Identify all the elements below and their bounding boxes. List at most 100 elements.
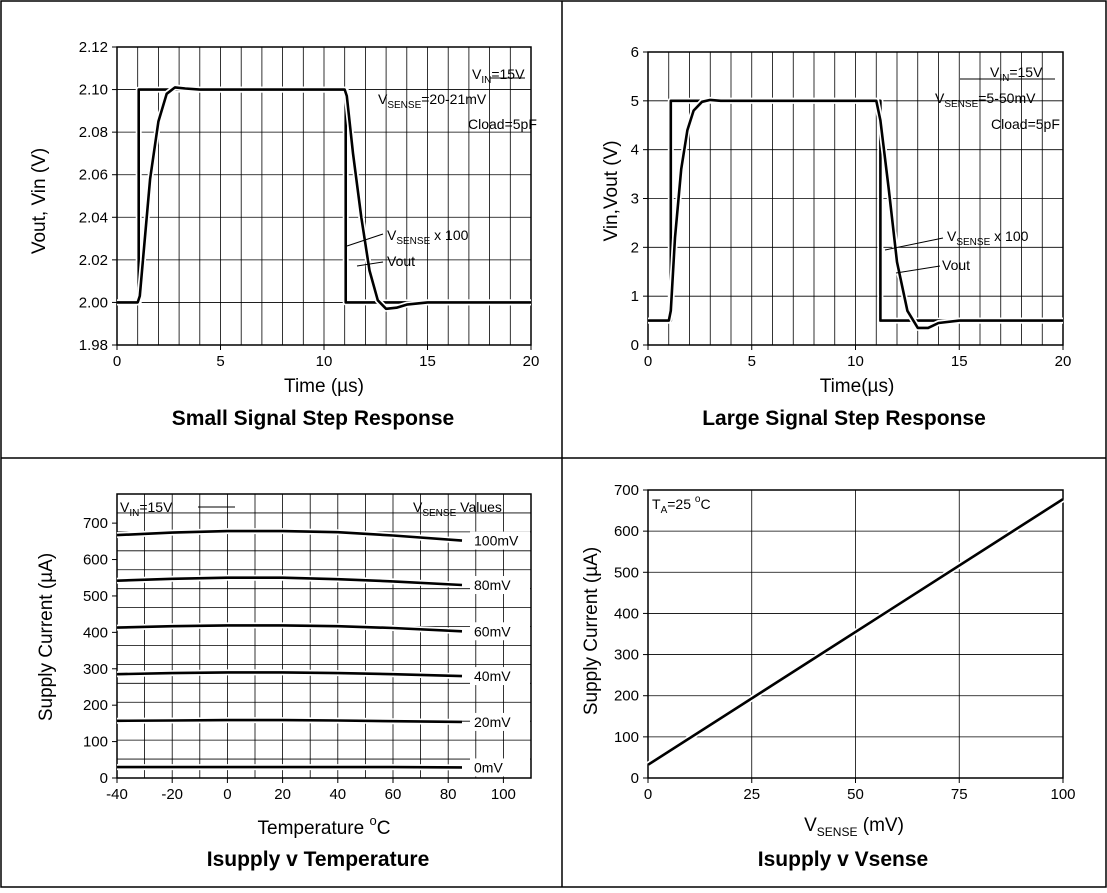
x-tick-label: -20 [161, 786, 183, 803]
y-tick-label: 2.04 [79, 209, 108, 226]
y-tick-label: 400 [614, 605, 639, 622]
annotation-scale: VSENSE x 100 [885, 228, 1029, 250]
vin-rest: =15V [1009, 64, 1043, 80]
vsense-rest: =20-21mV [421, 91, 487, 107]
y-tick-label: 6 [631, 44, 639, 61]
y-tick-label: 100 [614, 729, 639, 746]
scale-rest: x 100 [990, 228, 1028, 244]
series-label: 60mV [474, 623, 511, 639]
y-tick-label: 3 [631, 191, 639, 208]
x-tick-label: 15 [419, 353, 436, 370]
annotation-legend: VSENSE Values [413, 499, 502, 519]
chart-grid [117, 494, 531, 778]
x-tick-label: 0 [113, 353, 121, 370]
svg-text:VIN=15V: VIN=15V [990, 64, 1043, 84]
y-tick-label: 0 [631, 337, 639, 354]
series-label: 0mV [474, 759, 503, 775]
x-label-sup: o [369, 813, 376, 828]
y-axis-label: Supply Current (µA) [36, 553, 57, 721]
x-label-main: V [804, 815, 817, 836]
y-tick-label: 600 [83, 552, 108, 569]
series-label: 100mV [474, 533, 519, 549]
y-tick-label: 600 [614, 523, 639, 540]
x-tick-label: 20 [274, 786, 291, 803]
y-tick-label: 2.00 [79, 294, 108, 311]
y-tick-label: 1 [631, 288, 639, 305]
y-tick-label: 0 [631, 770, 639, 787]
x-tick-label: 10 [847, 353, 864, 370]
y-tick-label: 500 [614, 564, 639, 581]
x-tick-label: 100 [491, 786, 516, 803]
vin-sub: IN [481, 75, 491, 86]
annotation-cload: Cload=5pF [991, 116, 1060, 132]
legend-sub: SENSE [422, 508, 456, 519]
y-axis-label: Vout, Vin (V) [29, 148, 50, 254]
annotation-ta: TA=25 oC [652, 494, 711, 516]
x-label-rest: (mV) [857, 815, 903, 836]
y-tick-label: 2.08 [79, 124, 108, 141]
x-tick-label: 15 [951, 353, 968, 370]
scale-rest: x 100 [430, 227, 468, 243]
x-tick-label: -40 [106, 786, 128, 803]
svg-text:VIN=15V: VIN=15V [472, 66, 525, 86]
series-label: 20mV [474, 714, 511, 730]
scale-sub: SENSE [956, 237, 990, 248]
x-tick-label: 5 [748, 353, 756, 370]
x-tick-label: 0 [644, 786, 652, 803]
y-tick-label: 2 [631, 239, 639, 256]
annotation-vin: VIN=15V [120, 499, 235, 519]
chart-caption: Isupply v Vsense [758, 848, 928, 871]
y-tick-label: 1.98 [79, 337, 108, 354]
y-tick-label: 2.02 [79, 252, 108, 269]
annotation-vsense: VSENSE=5-50mV [935, 90, 1036, 110]
chart-caption: Small Signal Step Response [172, 407, 454, 430]
y-tick-label: 2.06 [79, 167, 108, 184]
x-axis-label: Time (µs) [284, 376, 364, 397]
x-tick-label: 0 [223, 786, 231, 803]
svg-text:VSENSE=20-21mV: VSENSE=20-21mV [378, 91, 487, 111]
x-tick-label: 50 [847, 786, 864, 803]
ta-end: C [700, 496, 710, 512]
svg-text:TA=25 oC: TA=25 oC [652, 494, 711, 516]
vin-sub: IN [129, 508, 139, 519]
x-label-sub: SENSE [817, 825, 858, 839]
y-tick-label: 500 [83, 588, 108, 605]
x-tick-label: 0 [644, 353, 652, 370]
x-tick-label: 60 [385, 786, 402, 803]
y-tick-label: 300 [83, 661, 108, 678]
y-tick-label: 200 [83, 697, 108, 714]
x-tick-label: 20 [1055, 353, 1072, 370]
x-tick-label: 5 [216, 353, 224, 370]
x-axis-label: Time(µs) [820, 376, 895, 397]
chart-caption: Large Signal Step Response [702, 407, 986, 430]
scale-sub: SENSE [396, 236, 430, 247]
x-tick-label: 20 [523, 353, 540, 370]
y-tick-label: 700 [83, 515, 108, 532]
legend-rest: Values [456, 499, 502, 515]
vout-label: Vout [942, 257, 970, 273]
x-tick-label: 10 [316, 353, 333, 370]
svg-text:VIN=15V: VIN=15V [120, 499, 173, 519]
y-tick-label: 300 [614, 647, 639, 664]
series-label: 80mV [474, 577, 511, 593]
x-tick-label: 80 [440, 786, 457, 803]
x-label-main: Temperature [258, 818, 370, 839]
x-tick-label: 100 [1050, 786, 1075, 803]
plot-frame [117, 494, 531, 778]
x-axis-label: VSENSE (mV) [804, 815, 904, 839]
vsense-sub: SENSE [944, 99, 978, 110]
chart-caption: Isupply v Temperature [207, 848, 430, 871]
vsense-rest: =5-50mV [978, 90, 1036, 106]
x-tick-label: 25 [743, 786, 760, 803]
annotation-vout: Vout [896, 257, 970, 273]
x-axis-label: Temperature oC [258, 813, 391, 839]
x-tick-label: 75 [951, 786, 968, 803]
y-tick-label: 2.12 [79, 39, 108, 56]
